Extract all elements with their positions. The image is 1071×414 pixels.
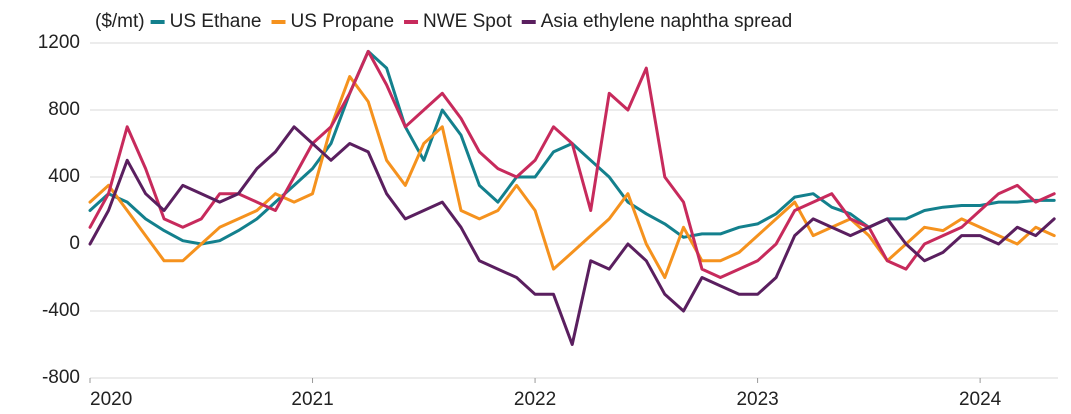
y-tick-label: -400 (42, 300, 80, 321)
grid: -800 -400 0 400 800 1200 2020 2021 2022 2023 2024 (38, 32, 1058, 410)
y-tick-label: 400 (48, 166, 80, 187)
legend-label: US Propane (291, 11, 395, 32)
x-tick-label: 2020 (90, 389, 132, 410)
y-tick-label: 0 (69, 233, 80, 254)
legend-label: NWE Spot (423, 11, 512, 32)
legend-label: US Ethane (170, 11, 262, 32)
x-tick-label: 2021 (291, 389, 333, 410)
series-line (88, 125, 1056, 346)
x-tick-label: 2022 (514, 389, 556, 410)
legend: ($/mt) US Ethane US Propane NWE Spot Asia e… (95, 11, 792, 32)
x-tick-label: 2024 (959, 389, 1002, 410)
series-line (88, 75, 1056, 279)
y-tick-label: -800 (42, 367, 80, 388)
y-tick-label: 800 (48, 99, 80, 120)
lines (88, 49, 1056, 346)
y-tick-label: 1200 (38, 32, 80, 53)
x-tick-label: 2023 (736, 389, 778, 410)
legend-label: Asia ethylene naphtha spread (541, 11, 792, 32)
y-axis-unit: ($/mt) (95, 11, 145, 32)
series-line (88, 49, 1056, 279)
